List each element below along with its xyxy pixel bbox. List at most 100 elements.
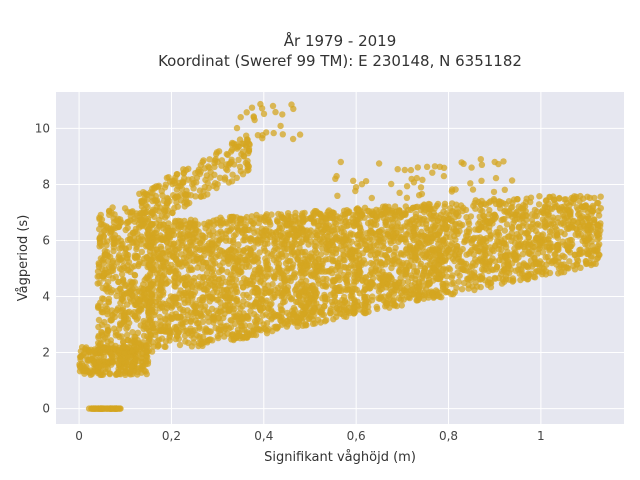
data-point: [239, 148, 247, 155]
data-point: [507, 210, 514, 217]
data-point: [373, 241, 381, 249]
data-point: [146, 234, 153, 241]
data-point: [384, 222, 391, 229]
data-point: [125, 251, 132, 259]
data-point: [545, 236, 552, 243]
data-point: [136, 224, 143, 231]
data-point: [115, 223, 123, 230]
data-point: [204, 179, 211, 187]
data-point: [290, 304, 298, 312]
data-point: [196, 239, 204, 247]
data-point: [98, 363, 105, 370]
data-point: [314, 231, 321, 239]
data-point: [412, 210, 420, 218]
y-axis-title: Vågperiod (s): [16, 215, 31, 302]
data-point: [310, 211, 318, 218]
data-point: [437, 251, 444, 259]
data-point: [593, 228, 600, 236]
data-point: [369, 293, 376, 300]
data-point: [112, 273, 120, 281]
data-point: [136, 190, 143, 197]
data-point: [386, 304, 393, 311]
data-point: [368, 281, 375, 289]
data-point: [478, 272, 486, 280]
data-point: [393, 287, 401, 294]
data-point: [250, 244, 257, 251]
data-point: [333, 246, 341, 253]
data-point: [577, 246, 584, 253]
data-point: [336, 237, 343, 245]
data-point: [597, 205, 604, 212]
data-point: [336, 300, 343, 307]
data-point: [212, 324, 219, 332]
data-point: [284, 318, 291, 325]
data-point: [277, 302, 284, 310]
data-point: [421, 265, 428, 272]
data-point: [226, 213, 234, 221]
data-point: [464, 276, 472, 283]
data-point: [100, 260, 107, 267]
data-point: [173, 199, 180, 206]
data-point: [417, 249, 424, 256]
data-point: [132, 254, 139, 262]
data-point: [209, 261, 217, 268]
data-point: [242, 221, 249, 229]
data-point: [368, 194, 375, 202]
data-point: [231, 262, 239, 270]
data-point: [263, 129, 270, 136]
data-point: [487, 235, 494, 242]
data-point: [124, 218, 131, 226]
data-point: [474, 258, 481, 265]
data-point: [152, 261, 160, 269]
data-point: [312, 259, 319, 266]
data-point: [395, 258, 403, 265]
data-point: [242, 159, 249, 167]
data-point: [275, 210, 282, 218]
data-point: [375, 295, 382, 302]
data-point: [354, 274, 361, 282]
data-point: [319, 229, 326, 236]
data-point: [111, 231, 119, 239]
data-point: [181, 332, 189, 339]
data-point: [170, 222, 178, 229]
data-point: [329, 282, 336, 289]
data-point: [143, 223, 150, 231]
data-point: [252, 331, 260, 339]
data-point: [307, 227, 314, 234]
data-point: [131, 272, 139, 279]
data-point: [203, 270, 211, 277]
data-point: [115, 278, 122, 286]
data-point: [410, 263, 417, 270]
data-point: [180, 170, 188, 177]
data-point: [239, 316, 246, 323]
data-point: [363, 297, 370, 304]
data-point: [331, 292, 339, 299]
data-point: [532, 268, 539, 275]
data-point: [270, 129, 277, 137]
data-point: [211, 283, 219, 291]
data-point: [115, 405, 123, 412]
data-point: [259, 273, 266, 280]
data-point: [150, 343, 157, 350]
data-point: [381, 274, 388, 281]
data-point: [341, 257, 348, 264]
data-point: [137, 216, 144, 223]
data-point: [250, 258, 257, 265]
data-point: [288, 295, 296, 302]
data-point: [515, 266, 522, 273]
x-tick-label: 0,4: [254, 429, 273, 443]
data-point: [408, 253, 416, 260]
data-point: [515, 203, 523, 210]
data-point: [551, 251, 558, 258]
data-point: [491, 158, 498, 166]
data-point: [112, 240, 119, 247]
data-point: [432, 245, 440, 253]
data-point: [377, 258, 384, 266]
data-point: [433, 202, 440, 210]
chart-title-line-1: År 1979 - 2019: [284, 31, 397, 50]
data-point: [138, 233, 145, 240]
data-point: [272, 108, 279, 116]
data-point: [328, 298, 336, 306]
data-point: [509, 203, 516, 211]
data-point: [359, 277, 366, 284]
